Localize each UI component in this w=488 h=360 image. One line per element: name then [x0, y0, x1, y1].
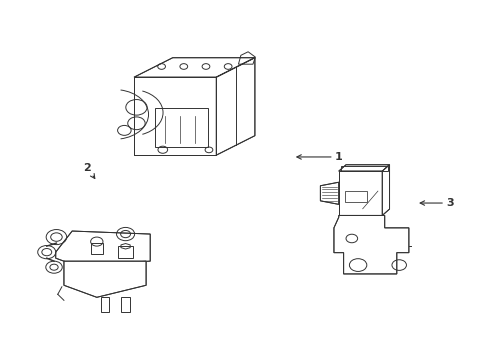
Polygon shape	[56, 231, 150, 264]
Text: 3: 3	[419, 198, 453, 208]
Polygon shape	[134, 77, 216, 155]
Bar	[101, 297, 109, 312]
Bar	[118, 246, 133, 258]
Polygon shape	[134, 58, 254, 77]
Bar	[341, 166, 387, 171]
Text: 2: 2	[83, 163, 95, 179]
Bar	[121, 297, 129, 312]
Polygon shape	[338, 171, 382, 215]
Bar	[345, 191, 366, 202]
Text: 1: 1	[296, 152, 342, 162]
Polygon shape	[64, 261, 146, 297]
Polygon shape	[338, 165, 389, 171]
Polygon shape	[216, 58, 254, 155]
Bar	[154, 108, 207, 147]
Polygon shape	[333, 215, 408, 274]
Polygon shape	[320, 182, 338, 204]
Polygon shape	[382, 165, 389, 215]
Bar	[90, 243, 103, 254]
